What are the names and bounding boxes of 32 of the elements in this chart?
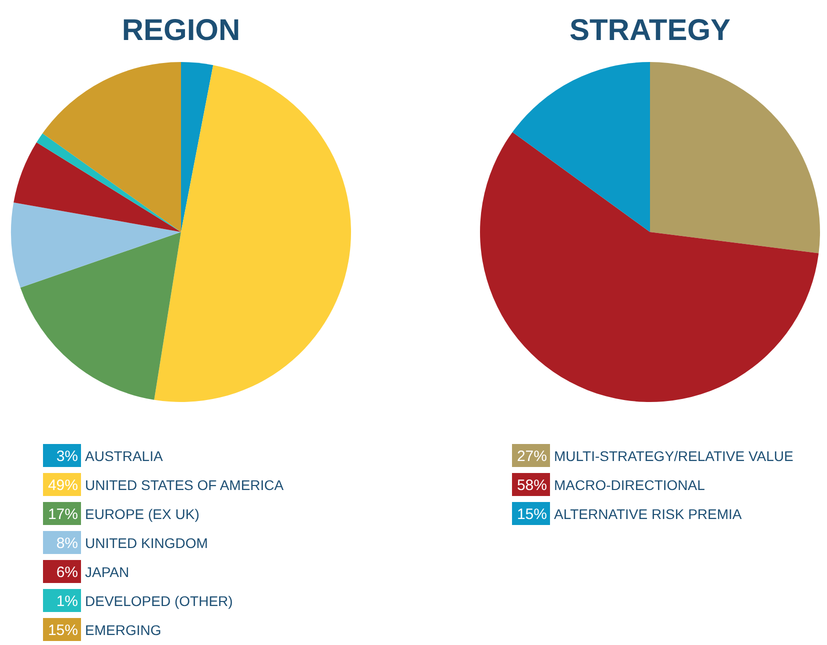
data-label: 27% [516, 448, 547, 465]
legend-label: UNITED KINGDOM [85, 535, 208, 551]
data-label: 15% [516, 506, 547, 523]
legend-label: EUROPE (EX UK) [85, 506, 200, 522]
legend-label: ALTERNATIVE RISK PREMIA [554, 506, 742, 522]
pie-slice [512, 62, 650, 232]
data-label: 1% [56, 593, 78, 610]
pie-slice [480, 132, 819, 402]
data-label: 58% [516, 477, 547, 494]
legend-label: EMERGING [85, 622, 162, 638]
chart-title: REGION [122, 14, 240, 47]
pie-slice [650, 62, 820, 254]
data-label: 6% [56, 564, 78, 581]
legend-label: DEVELOPED (OTHER) [85, 593, 233, 609]
pie-slice [42, 62, 181, 232]
data-label: 8% [56, 535, 78, 552]
pie-slice [14, 142, 181, 232]
pie-slice [11, 202, 181, 288]
chart-title: STRATEGY [569, 14, 731, 47]
pie-slice [20, 232, 181, 400]
pie-slice [36, 133, 181, 232]
legend-label: AUSTRALIA [85, 448, 164, 464]
legend-label: MULTI-STRATEGY/RELATIVE VALUE [554, 448, 794, 464]
data-label: 15% [48, 622, 78, 639]
data-label: 49% [48, 477, 78, 494]
data-label: 17% [48, 506, 78, 523]
legend-label: MACRO-DIRECTIONAL [554, 477, 706, 493]
legend-label: JAPAN [85, 564, 130, 580]
data-label: 3% [56, 448, 78, 465]
pie-slice [181, 62, 214, 232]
legend-label: UNITED STATES OF AMERICA [85, 477, 284, 493]
pie-slice [154, 65, 351, 402]
